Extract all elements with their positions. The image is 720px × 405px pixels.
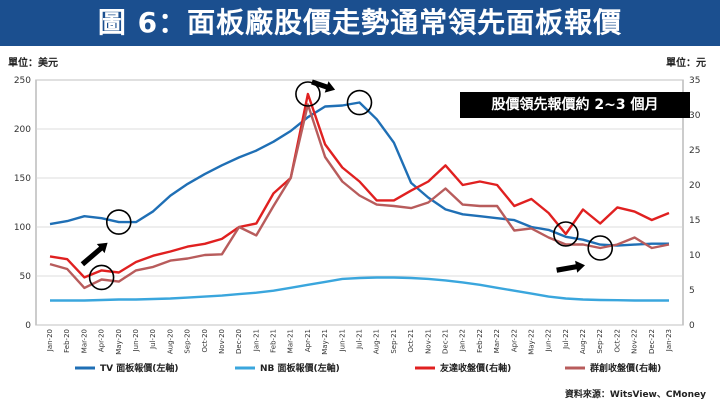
x-tick-label: Sep-21 [390,329,398,354]
x-tick-label: Jan-22 [459,329,467,352]
x-tick-label: Oct-20 [201,329,209,353]
x-tick-label: Nov-20 [218,329,226,354]
x-tick-label: Oct-21 [407,329,415,353]
annotation-circle [295,81,321,107]
x-tick-label: Apr-21 [304,329,312,352]
x-tick-label: Mar-20 [80,329,88,353]
series-line-2 [50,276,669,302]
left-tick-label: 150 [14,174,31,184]
x-tick-label: Jan-23 [665,329,673,352]
x-tick-label: Nov-22 [631,329,639,354]
right-tick-label: 25 [689,146,700,156]
annotation-circle [346,89,373,116]
legend-label: 友達收盤價(右軸) [440,362,511,374]
right-tick-label: 5 [689,286,695,296]
x-tick-label: Nov-21 [424,329,432,354]
x-tick-label: Feb-20 [63,329,71,353]
x-tick-label: Oct-22 [613,329,621,353]
x-tick-label: Jan-21 [252,329,260,352]
arrow-icon [311,79,336,93]
x-tick-label: Apr-20 [98,329,106,352]
x-tick-label: Jun-21 [338,329,346,352]
x-tick-label: Jul-22 [562,329,570,350]
left-tick-label: 50 [20,272,32,282]
annotation-circle [553,221,579,247]
x-tick-label: Feb-22 [476,329,484,353]
x-tick-label: Feb-21 [270,329,278,353]
x-tick-label: Mar-22 [493,329,501,353]
left-tick-label: 100 [14,223,31,233]
right-tick-label: 20 [689,181,701,191]
annotation-circle [105,209,132,235]
legend-label: NB 面板報價(左軸) [260,362,340,374]
x-tick-label: Sep-20 [184,329,192,354]
right-tick-label: 35 [689,76,700,86]
series-line-4 [49,103,670,290]
source-note: 資料來源：WitsView、CMoney [564,390,706,400]
x-tick-label: Jun-20 [132,329,140,352]
series-line-1 [49,101,669,247]
x-tick-label: Aug-20 [166,329,174,354]
right-tick-label: 30 [689,111,701,121]
legend-label: TV 面板報價(左軸) [100,362,178,374]
x-tick-label: Jan-20 [46,329,54,352]
x-tick-label: Apr-22 [510,329,518,352]
x-tick-label: Dec-20 [235,329,243,354]
right-tick-label: 10 [689,251,701,261]
arrow-icon [556,260,585,273]
x-tick-label: Mar-21 [287,329,295,353]
series-line-3 [49,92,670,279]
x-tick-label: Aug-21 [373,329,381,354]
left-axis-unit: 單位：美元 [8,58,58,69]
lead-time-callout: 股價領先報價約 2~3 個月 [460,92,690,118]
x-tick-label: Dec-21 [441,329,449,354]
arrow-icon [80,242,108,267]
x-tick-label: May-22 [527,329,535,355]
x-tick-label: Jun-22 [545,329,553,352]
left-tick-label: 0 [25,321,31,331]
annotation-circle [88,264,115,291]
x-tick-label: Aug-22 [579,329,587,354]
chart-title: 圖 6：面板廠股價走勢通常領先面板報價 [0,0,720,46]
right-tick-label: 0 [689,321,695,331]
annotation-circle [587,235,614,261]
chart-area: 0 50 100 150 200 250 0 5 10 15 20 25 30 35 Jan-20 Feb-2… [14,76,701,374]
x-tick-label: Sep-22 [596,329,604,354]
x-tick-label: May-20 [115,329,123,355]
left-tick-label: 200 [14,125,31,135]
x-tick-label: Jul-21 [356,329,364,350]
right-tick-label: 15 [689,216,700,226]
x-tick-label: Dec-22 [648,329,656,354]
legend-label: 群創收盤價(右軸) [589,362,661,374]
right-axis-unit: 單位：元 [666,58,706,69]
x-tick-label: May-21 [321,329,329,355]
left-tick-label: 250 [14,76,31,86]
x-tick-label: Jul-20 [149,329,157,350]
